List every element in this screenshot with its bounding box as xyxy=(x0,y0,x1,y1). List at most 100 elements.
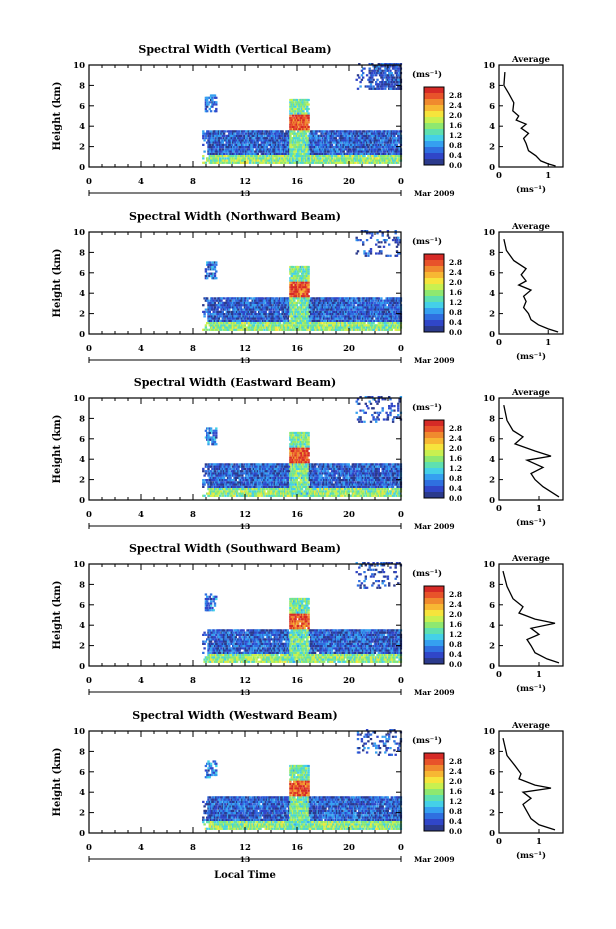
heatmap-cell xyxy=(222,322,226,325)
heatmap-cell xyxy=(351,328,354,331)
heatmap-cell xyxy=(325,130,328,133)
heatmap-cell xyxy=(377,326,380,329)
heatmap-cell xyxy=(382,72,386,75)
heatmap-cell xyxy=(397,306,400,309)
heatmap-cell xyxy=(369,155,373,158)
heatmap-cell xyxy=(371,76,374,79)
heatmap-cell xyxy=(246,301,249,304)
heatmap-cell xyxy=(345,326,348,329)
heatmap-cell xyxy=(389,63,392,66)
heatmap-cell xyxy=(255,315,258,318)
heatmap-cell xyxy=(371,134,374,137)
heatmap-cell xyxy=(291,297,295,300)
heatmap-cell xyxy=(354,139,357,142)
heatmap-cell xyxy=(394,241,397,244)
heatmap-cell xyxy=(269,326,273,329)
heatmap-cell xyxy=(281,148,284,151)
heatmap-cell xyxy=(328,159,331,162)
heatmap-cell xyxy=(328,150,331,153)
heatmap-cell xyxy=(243,159,247,162)
heatmap-cell xyxy=(232,322,235,325)
heatmap-cell xyxy=(233,161,236,164)
heatmap-cell xyxy=(242,141,245,144)
heatmap-cell xyxy=(299,132,302,135)
heatmap-cell xyxy=(372,143,375,146)
heatmap-cell xyxy=(273,146,276,149)
heatmap-cell xyxy=(251,143,254,146)
heatmap-cell xyxy=(213,322,217,325)
heatmap-cell xyxy=(346,326,349,329)
heatmap-cell xyxy=(211,326,214,329)
heatmap-cell xyxy=(324,161,327,164)
heatmap-cell xyxy=(251,146,254,149)
heatmap-cell xyxy=(324,137,327,140)
heatmap-cell xyxy=(378,134,382,137)
heatmap-cell xyxy=(243,139,247,142)
heatmap-cell xyxy=(246,322,249,325)
heatmap-cell xyxy=(378,299,382,302)
heatmap-cell xyxy=(303,292,306,295)
heatmap-cell xyxy=(363,310,366,313)
heatmap-cell xyxy=(363,146,366,149)
heatmap-cell xyxy=(306,150,309,153)
heatmap-cell xyxy=(341,134,344,137)
heatmap-cell xyxy=(356,87,360,90)
heatmap-cell xyxy=(290,112,293,115)
heatmap-cell xyxy=(272,130,275,133)
heatmap-cell xyxy=(285,324,288,327)
heatmap-cell xyxy=(232,152,235,155)
heatmap-cell xyxy=(297,315,300,318)
heatmap-cell xyxy=(222,326,226,329)
heatmap-cell xyxy=(376,306,379,309)
heatmap-cell xyxy=(260,139,263,142)
heatmap-cell xyxy=(386,254,390,257)
heatmap-cell xyxy=(276,157,279,160)
heatmap-cell xyxy=(282,326,286,329)
heatmap-cell xyxy=(381,74,384,77)
heatmap-cell xyxy=(302,159,305,162)
heatmap-cell xyxy=(343,317,347,320)
heatmap-cell xyxy=(341,299,344,302)
heatmap-cell xyxy=(274,317,278,320)
heatmap-cell xyxy=(315,132,318,135)
heatmap-cell xyxy=(382,148,386,151)
heatmap-cell xyxy=(222,152,226,155)
heatmap-cell xyxy=(397,87,400,90)
heatmap-cell xyxy=(256,134,260,137)
heatmap-cell xyxy=(285,146,288,149)
heatmap-cell xyxy=(349,139,352,142)
heatmap-cell xyxy=(304,317,308,320)
heatmap-cell xyxy=(294,315,297,318)
heatmap-cell xyxy=(222,150,226,153)
heatmap-cell xyxy=(321,143,325,146)
heatmap-cell xyxy=(337,299,340,302)
heatmap-cell xyxy=(202,310,205,313)
heatmap-cell xyxy=(316,148,319,151)
heatmap-cell xyxy=(212,143,215,146)
heatmap-cell xyxy=(243,306,247,309)
heatmap-cell xyxy=(330,137,334,140)
heatmap-cell xyxy=(289,277,292,280)
heatmap-cell xyxy=(325,143,328,146)
heatmap-cell xyxy=(365,130,369,133)
heatmap-cell xyxy=(343,143,347,146)
heatmap-cell xyxy=(306,146,309,149)
heatmap-cell xyxy=(372,328,375,331)
heatmap-cell xyxy=(376,134,379,137)
heatmap-cell xyxy=(329,313,332,316)
heatmap-cell xyxy=(377,306,380,309)
heatmap-cell xyxy=(304,103,308,106)
heatmap-cell xyxy=(264,306,267,309)
heatmap-cell xyxy=(306,277,309,280)
heatmap-cell xyxy=(363,137,366,140)
heatmap-cell xyxy=(239,130,243,133)
heatmap-cell xyxy=(342,146,345,149)
heatmap-cell xyxy=(355,306,358,309)
heatmap-cell xyxy=(359,328,362,331)
heatmap-cell xyxy=(369,63,373,66)
heatmap-cell xyxy=(274,328,278,331)
heatmap-cell xyxy=(207,306,210,309)
heatmap-cell xyxy=(302,123,305,126)
heatmap-cell xyxy=(294,317,297,320)
heatmap-cell xyxy=(355,146,358,149)
